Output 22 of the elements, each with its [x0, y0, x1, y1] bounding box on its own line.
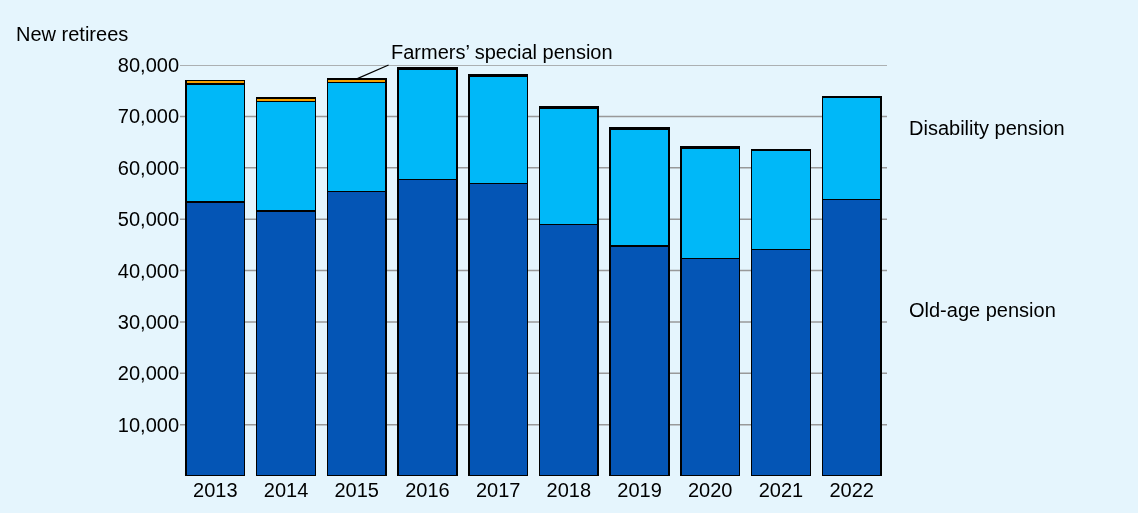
x-tick-label: 2017	[475, 479, 521, 501]
y-tick-label: 30,000	[117, 310, 179, 333]
x-tick-label: 2016	[405, 479, 450, 501]
x-tick-label: 2013	[193, 479, 238, 501]
series-label: Disability pension	[909, 117, 1065, 139]
y-tick-label: 10,000	[117, 413, 179, 436]
x-tick-label: 2014	[263, 479, 309, 501]
y-axis-title: New retirees	[16, 23, 129, 45]
series-label: Farmers’ special pension	[391, 41, 613, 63]
y-tick-label: 60,000	[117, 156, 179, 179]
x-tick-label: 2020	[688, 479, 733, 501]
y-tick-label: 40,000	[117, 259, 179, 282]
x-tick-label: 2021	[758, 479, 804, 501]
x-tick-label: 2018	[546, 479, 592, 501]
y-tick-label: 80,000	[117, 54, 179, 76]
y-tick-label: 20,000	[117, 362, 179, 385]
y-tick-label: 50,000	[117, 208, 179, 231]
x-tick-label: 2022	[829, 479, 874, 501]
y-tick-label: 70,000	[117, 105, 179, 128]
series-label: Old-age pension	[909, 299, 1056, 321]
x-tick-label: 2019	[617, 479, 662, 501]
x-tick-label: 2015	[334, 479, 379, 501]
